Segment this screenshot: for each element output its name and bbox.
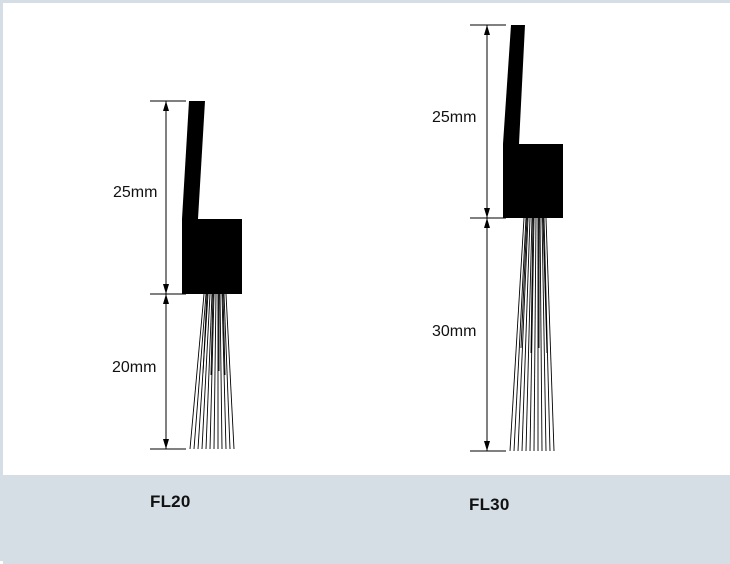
fl20-dimension-lines bbox=[150, 100, 186, 450]
fl30-profile: 25mm 30mm bbox=[432, 24, 563, 452]
fl30-bristles bbox=[509, 217, 555, 452]
fl20-model-label: FL20 bbox=[150, 492, 191, 511]
fl30-holder bbox=[503, 25, 563, 218]
fl30-bristle-length-label: 30mm bbox=[432, 323, 476, 340]
fl20-bristles bbox=[189, 293, 235, 450]
fl20-holder-height-label: 25mm bbox=[113, 184, 157, 201]
brush-strip-diagram: 25mm 20mm bbox=[112, 24, 563, 452]
fl30-holder-height-label: 25mm bbox=[432, 109, 476, 126]
fl30-model-label: FL30 bbox=[469, 495, 510, 514]
fl20-bristle-length-label: 20mm bbox=[112, 359, 156, 376]
fl20-holder bbox=[182, 101, 242, 294]
fl30-dimension-lines bbox=[470, 24, 506, 452]
caption-bar: FL20 FL30 bbox=[3, 475, 730, 564]
fl20-profile: 25mm 20mm bbox=[112, 100, 242, 450]
